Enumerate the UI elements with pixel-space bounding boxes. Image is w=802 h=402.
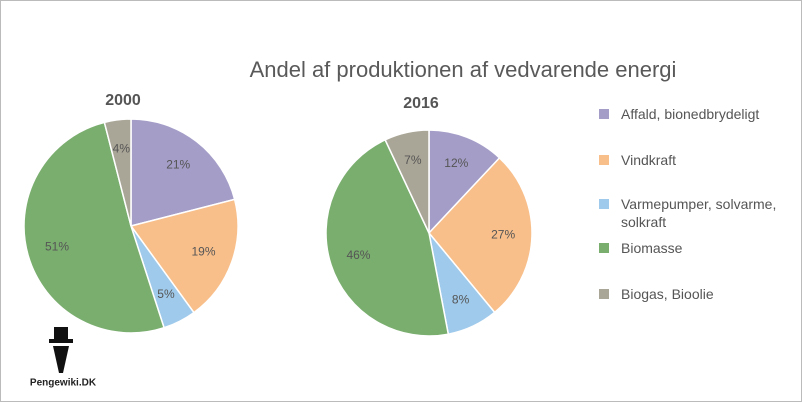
legend-label: Vindkraft — [621, 152, 676, 168]
data-label: 4% — [113, 142, 131, 156]
legend-swatch — [599, 289, 609, 299]
legend-item: Biogas, Bioolie — [599, 285, 801, 303]
data-label: 12% — [444, 156, 468, 170]
data-label: 27% — [491, 228, 515, 242]
legend-item: Biomasse — [599, 239, 801, 257]
pie-slice — [130, 118, 236, 227]
pie-slice — [129, 198, 239, 314]
legend-swatch — [599, 243, 609, 253]
pie-slice — [325, 138, 450, 337]
pie-slice — [384, 129, 430, 234]
watermark: Pengewiki.DK — [30, 378, 97, 389]
legend-label: Varmepumper, solvarme, solkraft — [621, 196, 777, 230]
pie-title: 2000 — [105, 92, 141, 109]
legend-item: Varmepumper, solvarme, solkraft — [599, 195, 801, 231]
data-label: 8% — [452, 292, 470, 306]
legend-item: Affald, bionedbrydeligt — [599, 105, 801, 123]
data-label: 51% — [45, 240, 69, 254]
legend-label: Biogas, Bioolie — [621, 286, 714, 302]
legend-swatch — [599, 155, 609, 165]
legend-swatch — [599, 199, 609, 209]
pie-slice — [428, 129, 501, 235]
pie-slice — [103, 118, 132, 227]
legend-label: Biomasse — [621, 240, 683, 256]
data-label: 46% — [346, 248, 370, 262]
logo — [49, 327, 73, 373]
pie-slice — [428, 156, 533, 314]
pie-slice — [23, 121, 166, 334]
legend-label: Affald, bionedbrydeligt — [621, 106, 760, 122]
chart-title: Andel af produktionen af vedvarende ener… — [250, 57, 677, 82]
data-label: 5% — [157, 287, 175, 301]
data-label: 7% — [404, 153, 422, 167]
legend-swatch — [599, 109, 609, 119]
pie-title: 2016 — [403, 95, 439, 112]
data-label: 21% — [166, 157, 190, 171]
data-label: 19% — [191, 244, 215, 258]
legend-item: Vindkraft — [599, 151, 801, 169]
